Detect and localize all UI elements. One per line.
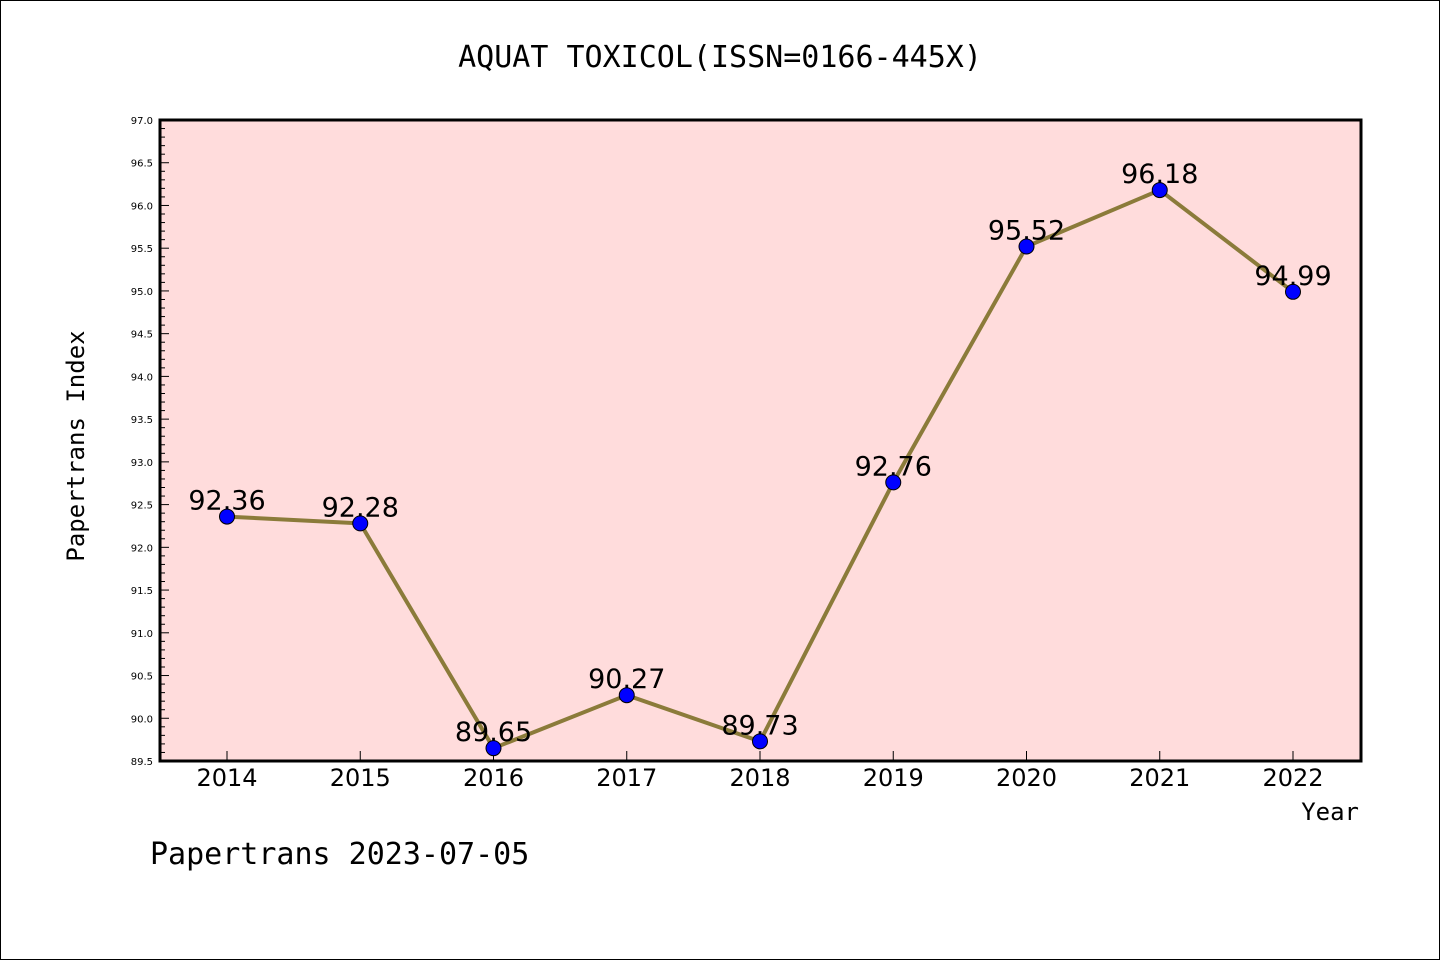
y-tick-label: 91.0: [131, 629, 153, 640]
data-label: 92.28: [322, 492, 399, 523]
y-axis-label: Papertrans Index: [62, 330, 90, 561]
y-tick-label: 97.0: [131, 116, 153, 127]
y-tick-label: 92.0: [131, 543, 153, 554]
footer-text: Papertrans 2023-07-05: [150, 837, 529, 872]
data-label: 92.76: [855, 451, 932, 482]
x-tick-label: 2017: [596, 764, 657, 792]
data-label: 89.65: [455, 717, 532, 748]
data-label: 92.36: [188, 486, 265, 517]
y-tick-label: 93.0: [131, 458, 153, 469]
series: 92.36 92.28 89.65 90.27 89.73 92.76 95.52 96.18…: [188, 159, 1332, 757]
x-tick-label: 2018: [729, 764, 790, 792]
y-tick-label: 90.5: [131, 672, 153, 683]
data-point: [618, 687, 635, 704]
y-tick-label: 92.5: [131, 501, 153, 512]
y-tick-label: 93.5: [131, 415, 153, 426]
data-point: [1151, 182, 1168, 199]
x-axis: 2014 2015 2016 2017 2018 2019 2020 2021 2022: [196, 751, 1324, 792]
y-tick-label: 96.0: [131, 201, 153, 212]
data-label: 94.99: [1254, 261, 1331, 292]
x-tick-label: 2021: [1129, 764, 1190, 792]
data-label: 89.73: [721, 710, 798, 741]
x-tick-label: 2019: [863, 764, 924, 792]
chart-title: AQUAT TOXICOL(ISSN=0166-445X): [458, 40, 982, 75]
data-point: [1285, 283, 1301, 300]
data-point: [352, 515, 369, 532]
y-tick-label: 95.0: [131, 287, 153, 298]
y-tick-label: 90.0: [131, 714, 153, 725]
y-tick-label: 89.5: [131, 757, 153, 768]
y-tick-label: 96.5: [131, 159, 153, 170]
x-tick-label: 2016: [463, 764, 524, 792]
data-point: [752, 733, 768, 750]
x-tick-label: 2014: [196, 764, 257, 792]
data-point: [885, 474, 902, 491]
plot-border: [158, 118, 1363, 763]
y-tick-label: 95.5: [131, 244, 153, 255]
data-label: 96.18: [1121, 159, 1198, 190]
data-point: [219, 508, 235, 525]
x-tick-label: 2015: [330, 764, 391, 792]
x-tick-label: 2020: [996, 764, 1057, 792]
data-point: [485, 740, 502, 757]
x-axis-label: Year: [1301, 798, 1359, 826]
data-point: [1018, 238, 1035, 255]
data-label: 95.52: [988, 215, 1065, 246]
y-tick-label: 94.0: [131, 372, 153, 383]
y-tick-label: 94.5: [131, 330, 153, 341]
y-tick-label: 91.5: [131, 586, 153, 597]
x-tick-label: 2022: [1262, 764, 1323, 792]
plot-area: [160, 120, 1361, 761]
data-label: 90.27: [588, 664, 665, 695]
